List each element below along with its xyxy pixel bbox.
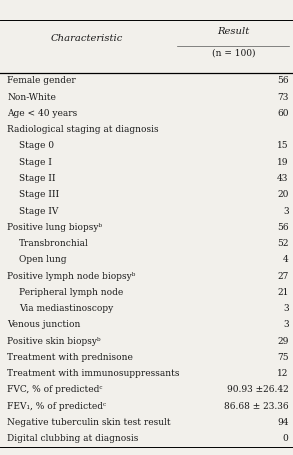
- Text: 43: 43: [277, 174, 289, 183]
- Text: Stage IV: Stage IV: [19, 207, 58, 216]
- Text: Peripheral lymph node: Peripheral lymph node: [19, 288, 123, 297]
- Text: 12: 12: [277, 369, 289, 378]
- Text: 15: 15: [277, 142, 289, 151]
- Text: 56: 56: [277, 223, 289, 232]
- Text: Negative tuberculin skin test result: Negative tuberculin skin test result: [7, 418, 171, 427]
- Text: FEV₁, % of predictedᶜ: FEV₁, % of predictedᶜ: [7, 402, 106, 411]
- Text: 3: 3: [283, 320, 289, 329]
- Text: 0: 0: [283, 434, 289, 443]
- Text: Transbronchial: Transbronchial: [19, 239, 89, 248]
- Text: Age < 40 years: Age < 40 years: [7, 109, 78, 118]
- Text: Positive skin biopsyᵇ: Positive skin biopsyᵇ: [7, 337, 101, 346]
- Text: Characteristic: Characteristic: [51, 34, 123, 43]
- Text: Stage I: Stage I: [19, 158, 52, 167]
- Text: FVC, % of predictedᶜ: FVC, % of predictedᶜ: [7, 385, 103, 394]
- Text: 73: 73: [277, 93, 289, 101]
- Text: 4: 4: [283, 255, 289, 264]
- Text: 56: 56: [277, 76, 289, 86]
- Text: 60: 60: [277, 109, 289, 118]
- Text: Positive lung biopsyᵇ: Positive lung biopsyᵇ: [7, 223, 103, 232]
- Text: Venous junction: Venous junction: [7, 320, 81, 329]
- Text: 3: 3: [283, 304, 289, 313]
- Text: 75: 75: [277, 353, 289, 362]
- Text: (n = 100): (n = 100): [212, 48, 255, 57]
- Text: Open lung: Open lung: [19, 255, 67, 264]
- Text: Positive lymph node biopsyᵇ: Positive lymph node biopsyᵇ: [7, 272, 136, 281]
- Text: Result: Result: [217, 27, 250, 36]
- Text: 20: 20: [277, 190, 289, 199]
- Text: 90.93 ±26.42: 90.93 ±26.42: [227, 385, 289, 394]
- Text: Radiological staging at diagnosis: Radiological staging at diagnosis: [7, 125, 159, 134]
- Text: Stage II: Stage II: [19, 174, 56, 183]
- Text: Treatment with immunosuppressants: Treatment with immunosuppressants: [7, 369, 180, 378]
- Text: Digital clubbing at diagnosis: Digital clubbing at diagnosis: [7, 434, 139, 443]
- Text: 52: 52: [277, 239, 289, 248]
- Text: 94: 94: [277, 418, 289, 427]
- Text: Non-White: Non-White: [7, 93, 56, 101]
- Text: 19: 19: [277, 158, 289, 167]
- Text: 29: 29: [277, 337, 289, 346]
- Text: Stage 0: Stage 0: [19, 142, 54, 151]
- Text: 27: 27: [277, 272, 289, 281]
- Text: 3: 3: [283, 207, 289, 216]
- Text: Female gender: Female gender: [7, 76, 76, 86]
- Text: 21: 21: [277, 288, 289, 297]
- Text: 86.68 ± 23.36: 86.68 ± 23.36: [224, 402, 289, 411]
- Text: Stage III: Stage III: [19, 190, 59, 199]
- Text: Treatment with prednisone: Treatment with prednisone: [7, 353, 133, 362]
- Text: Via mediastinoscopy: Via mediastinoscopy: [19, 304, 113, 313]
